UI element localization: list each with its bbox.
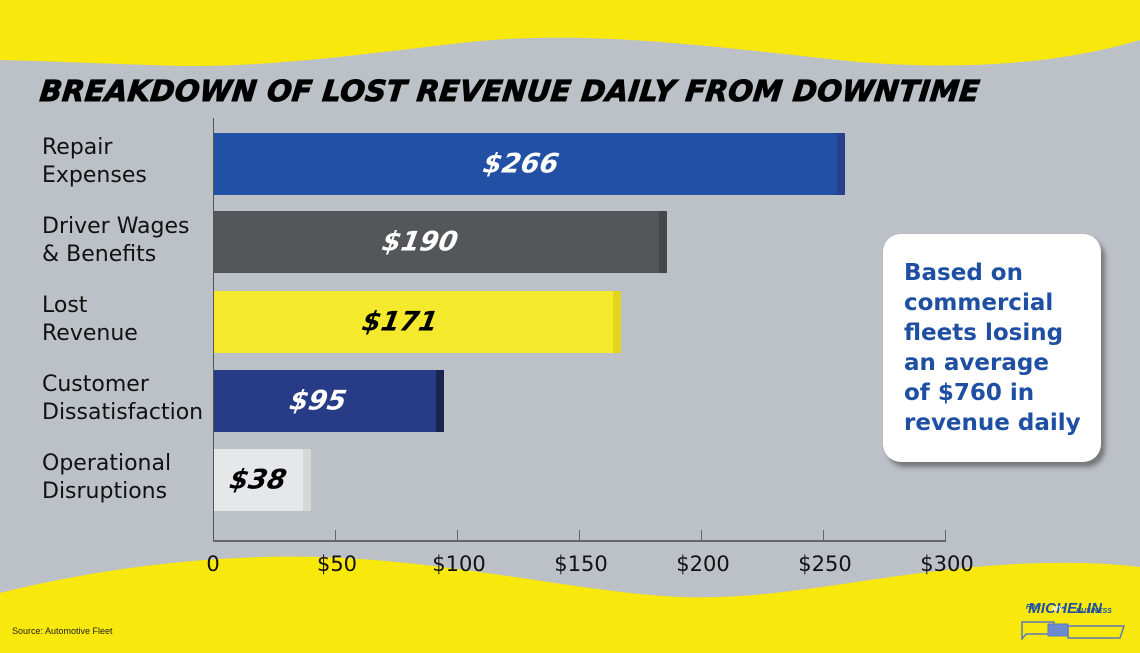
bar-value-label: $190 [379, 226, 461, 258]
source-note: Source: Automotive Fleet [12, 626, 113, 636]
x-tick [579, 530, 580, 541]
x-tick [335, 530, 336, 541]
logo-speech-bubbles-icon [1021, 621, 1126, 640]
bar-value-label: $95 [287, 385, 349, 417]
category-label-lost-revenue: Lost Revenue [42, 293, 138, 346]
michelin-logo: MICHELIN FOR MY BUSINESS [1018, 600, 1130, 642]
x-tick [701, 530, 702, 541]
y-axis-line [213, 118, 214, 540]
bar-edge [303, 449, 311, 511]
bar-operational-disruptions: $38 [214, 449, 311, 511]
top-yellow-wave [0, 0, 1140, 66]
x-tick [457, 530, 458, 541]
category-label-customer-dissatisfaction: Customer Dissatisfaction [42, 372, 204, 425]
bar-edge [837, 133, 845, 195]
bar-customer-dissatisfaction: $95 [214, 370, 444, 432]
x-tick [823, 530, 824, 541]
x-tick-label: $50 [316, 552, 358, 576]
callout-text: Based on commercial fleets losing an ave… [904, 260, 1081, 436]
chart-title: BREAKDOWN OF LOST REVENUE DAILY FROM DOW… [38, 74, 982, 109]
x-axis-line [213, 540, 946, 542]
x-tick-label: $250 [798, 552, 852, 576]
x-tick-label: 0 [206, 552, 220, 576]
x-tick-label: $200 [676, 552, 730, 576]
bar-edge [659, 211, 667, 273]
bar-value-label: $266 [480, 148, 562, 180]
x-tick-label: $100 [432, 552, 486, 576]
bar-repair-expenses: $266 [214, 133, 845, 195]
logo-wordmark: MICHELIN [1028, 600, 1103, 617]
bar-edge [436, 370, 444, 432]
bar-driver-wages: $190 [214, 211, 667, 273]
category-label-operational-disruptions: Operational Disruptions [42, 451, 172, 504]
bottom-yellow-wave [0, 556, 1140, 653]
bar-edge [613, 291, 621, 353]
category-label-repair-expenses: Repair Expenses [42, 135, 147, 188]
x-tick-label: $150 [554, 552, 608, 576]
bar-value-label: $38 [227, 464, 289, 496]
category-label-driver-wages: Driver Wages & Benefits [42, 214, 190, 267]
x-tick [945, 530, 946, 541]
bar-value-label: $171 [359, 306, 441, 338]
x-tick-label: $300 [920, 552, 974, 576]
callout-box: Based on commercial fleets losing an ave… [883, 234, 1101, 462]
bar-lost-revenue: $171 [214, 291, 621, 353]
